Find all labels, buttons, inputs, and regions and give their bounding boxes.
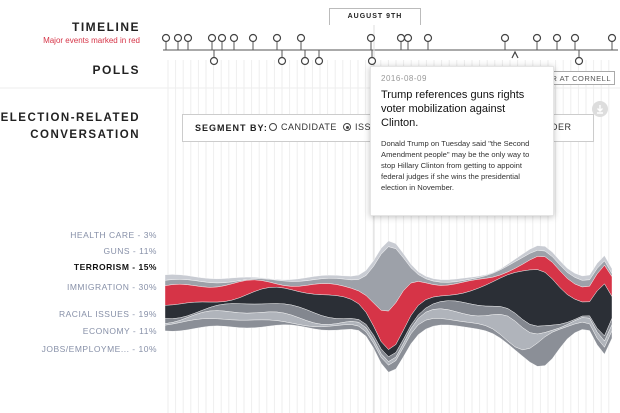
segment-label: SEGMENT BY: bbox=[195, 123, 268, 133]
event-marker-icon bbox=[173, 33, 183, 43]
event-marker-icon bbox=[532, 33, 542, 43]
poll-marker-icon bbox=[314, 56, 324, 66]
event-marker-icon bbox=[403, 33, 413, 43]
poll-marker-icon bbox=[277, 56, 287, 66]
event-marker-icon bbox=[500, 33, 510, 43]
tooltip-date: 2016-08-09 bbox=[381, 74, 427, 83]
radio-icon bbox=[269, 123, 277, 131]
poll-marker-icon bbox=[367, 56, 377, 66]
segment-option-issue[interactable]: ISSU bbox=[343, 122, 378, 132]
conversation-title-line1: ELECTION-RELATED bbox=[0, 112, 140, 124]
polls-title: POLLS bbox=[92, 63, 140, 77]
event-marker-icon bbox=[396, 33, 406, 43]
download-icon[interactable] bbox=[592, 101, 608, 117]
topic-health-care[interactable]: HEALTH CARE - 3% bbox=[70, 230, 157, 240]
poll-marker-icon bbox=[574, 56, 584, 66]
radio-selected-icon bbox=[343, 123, 351, 131]
poll-marker-icon bbox=[209, 56, 219, 66]
timeline-title: TIMELINE bbox=[72, 20, 140, 34]
poll-marker-icon bbox=[300, 56, 310, 66]
event-marker-icon bbox=[207, 33, 217, 43]
event-marker-icon bbox=[570, 33, 580, 43]
event-marker-icon bbox=[217, 33, 227, 43]
topic-jobs[interactable]: JOBS/EMPLOYME... - 10% bbox=[41, 344, 157, 354]
topic-terrorism[interactable]: TERRORISM - 15% bbox=[73, 262, 157, 272]
stream-jobs[interactable] bbox=[164, 318, 613, 373]
stream-layers bbox=[164, 240, 613, 373]
topic-immigration[interactable]: IMMIGRATION - 30% bbox=[66, 282, 157, 292]
tooltip-body: Donald Trump on Tuesday said "the Second… bbox=[381, 139, 530, 192]
topic-guns[interactable]: GUNS - 11% bbox=[103, 246, 157, 256]
timeline-subtitle: Major events marked in red bbox=[43, 36, 140, 45]
date-tab: AUGUST 9TH bbox=[329, 8, 421, 25]
conversation-title-line2: CONVERSATION bbox=[30, 129, 140, 141]
event-marker-icon bbox=[183, 33, 193, 43]
segment-option-candidate[interactable]: CANDIDATE bbox=[269, 122, 337, 132]
event-marker-icon bbox=[552, 33, 562, 43]
event-tooltip: 2016-08-09 Trump references guns rights … bbox=[370, 66, 554, 216]
event-marker-icon bbox=[423, 33, 433, 43]
event-marker-icon bbox=[272, 33, 282, 43]
event-marker-icon bbox=[607, 33, 617, 43]
event-marker-icon bbox=[366, 33, 376, 43]
topic-racial-issues[interactable]: RACIAL ISSUES - 19% bbox=[59, 309, 157, 319]
event-marker-icon bbox=[161, 33, 171, 43]
event-marker-icon bbox=[296, 33, 306, 43]
topic-economy[interactable]: ECONOMY - 11% bbox=[82, 326, 157, 336]
conversation-title: ELECTION-RELATED CONVERSATION bbox=[1, 110, 140, 144]
event-marker-icon bbox=[248, 33, 258, 43]
segment-option-gender[interactable]: NDER bbox=[544, 122, 572, 132]
poll-source-button[interactable]: TER AT CORNELL bbox=[535, 71, 615, 85]
tooltip-title: Trump references guns rights voter mobil… bbox=[381, 89, 525, 129]
download-arrow-icon bbox=[597, 105, 603, 114]
event-marker-icon bbox=[229, 33, 239, 43]
poll-triangle-icon bbox=[511, 50, 519, 59]
